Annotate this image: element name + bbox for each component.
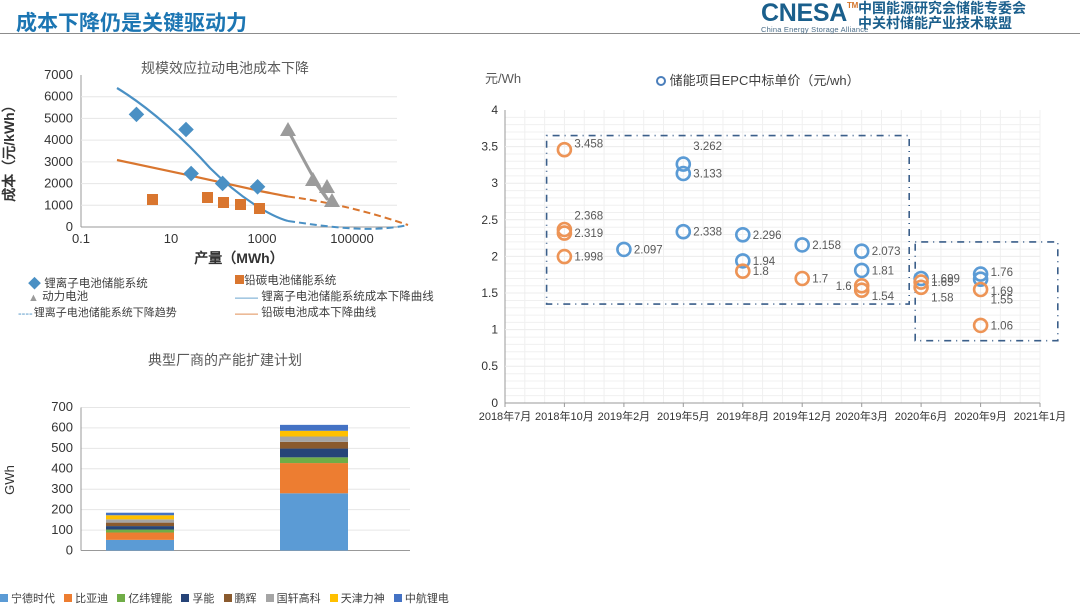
svg-text:2.319: 2.319 — [574, 228, 603, 240]
svg-text:2.073: 2.073 — [872, 246, 901, 258]
svg-text:GWh: GWh — [2, 465, 17, 495]
svg-text:1.06: 1.06 — [991, 320, 1013, 332]
svg-text:700: 700 — [51, 399, 73, 414]
svg-text:0: 0 — [491, 396, 498, 410]
svg-text:2.338: 2.338 — [693, 227, 722, 239]
svg-text:4000: 4000 — [44, 132, 73, 147]
svg-text:6000: 6000 — [44, 89, 73, 104]
svg-text:0.1: 0.1 — [72, 231, 90, 246]
svg-text:600: 600 — [51, 420, 73, 435]
svg-text:500: 500 — [51, 440, 73, 455]
svg-text:2018年7月: 2018年7月 — [479, 409, 532, 423]
svg-text:2.296: 2.296 — [753, 230, 782, 242]
svg-text:100000: 100000 — [330, 231, 373, 246]
svg-text:2019年8月: 2019年8月 — [717, 409, 770, 423]
svg-text:1.7: 1.7 — [812, 274, 828, 286]
svg-text:2.5: 2.5 — [481, 213, 498, 227]
svg-text:1.8: 1.8 — [753, 266, 769, 278]
svg-text:10: 10 — [164, 231, 178, 246]
svg-text:7000: 7000 — [44, 68, 73, 82]
svg-text:3000: 3000 — [44, 154, 73, 169]
svg-text:3.458: 3.458 — [574, 139, 603, 151]
svg-text:1.55: 1.55 — [991, 295, 1013, 307]
svg-text:1000: 1000 — [44, 197, 73, 212]
svg-text:2020年6月: 2020年6月 — [895, 409, 948, 423]
svg-text:1.76: 1.76 — [991, 267, 1013, 279]
svg-text:2018年10月: 2018年10月 — [535, 409, 594, 423]
svg-text:2.158: 2.158 — [812, 240, 841, 252]
svg-text:400: 400 — [51, 461, 73, 476]
svg-text:1.58: 1.58 — [931, 292, 953, 304]
svg-text:1.5: 1.5 — [481, 286, 498, 300]
svg-text:2019年2月: 2019年2月 — [598, 409, 651, 423]
svg-text:成本（元/kWh）: 成本（元/kWh） — [1, 98, 17, 201]
svg-text:0.5: 0.5 — [481, 359, 498, 373]
svg-text:2.097: 2.097 — [634, 244, 663, 256]
svg-text:200: 200 — [51, 502, 73, 517]
svg-text:2021年1月: 2021年1月 — [1014, 409, 1067, 423]
svg-text:1.54: 1.54 — [872, 291, 895, 303]
svg-text:2020年9月: 2020年9月 — [954, 409, 1007, 423]
svg-text:2020年3月: 2020年3月 — [835, 409, 888, 423]
svg-text:4: 4 — [491, 103, 498, 117]
svg-text:2019年12月: 2019年12月 — [773, 409, 832, 423]
svg-text:2019年5月: 2019年5月 — [657, 409, 710, 423]
svg-text:2: 2 — [491, 249, 498, 263]
svg-text:3.262: 3.262 — [693, 141, 722, 153]
svg-text:1.65: 1.65 — [931, 277, 953, 289]
svg-text:3.133: 3.133 — [693, 169, 722, 181]
svg-text:5000: 5000 — [44, 110, 73, 125]
svg-text:1.998: 1.998 — [574, 252, 603, 264]
svg-text:3.5: 3.5 — [481, 140, 498, 154]
svg-text:1.81: 1.81 — [872, 265, 894, 277]
svg-text:2.368: 2.368 — [574, 211, 603, 223]
svg-text:3: 3 — [491, 176, 498, 190]
svg-text:产量（MWh）: 产量（MWh） — [194, 250, 283, 266]
svg-text:1.6: 1.6 — [836, 281, 852, 293]
svg-text:300: 300 — [51, 481, 73, 496]
svg-text:0: 0 — [66, 543, 73, 556]
svg-text:1000: 1000 — [248, 231, 277, 246]
svg-text:2000: 2000 — [44, 176, 73, 191]
svg-text:1: 1 — [491, 323, 498, 337]
svg-text:100: 100 — [51, 522, 73, 537]
